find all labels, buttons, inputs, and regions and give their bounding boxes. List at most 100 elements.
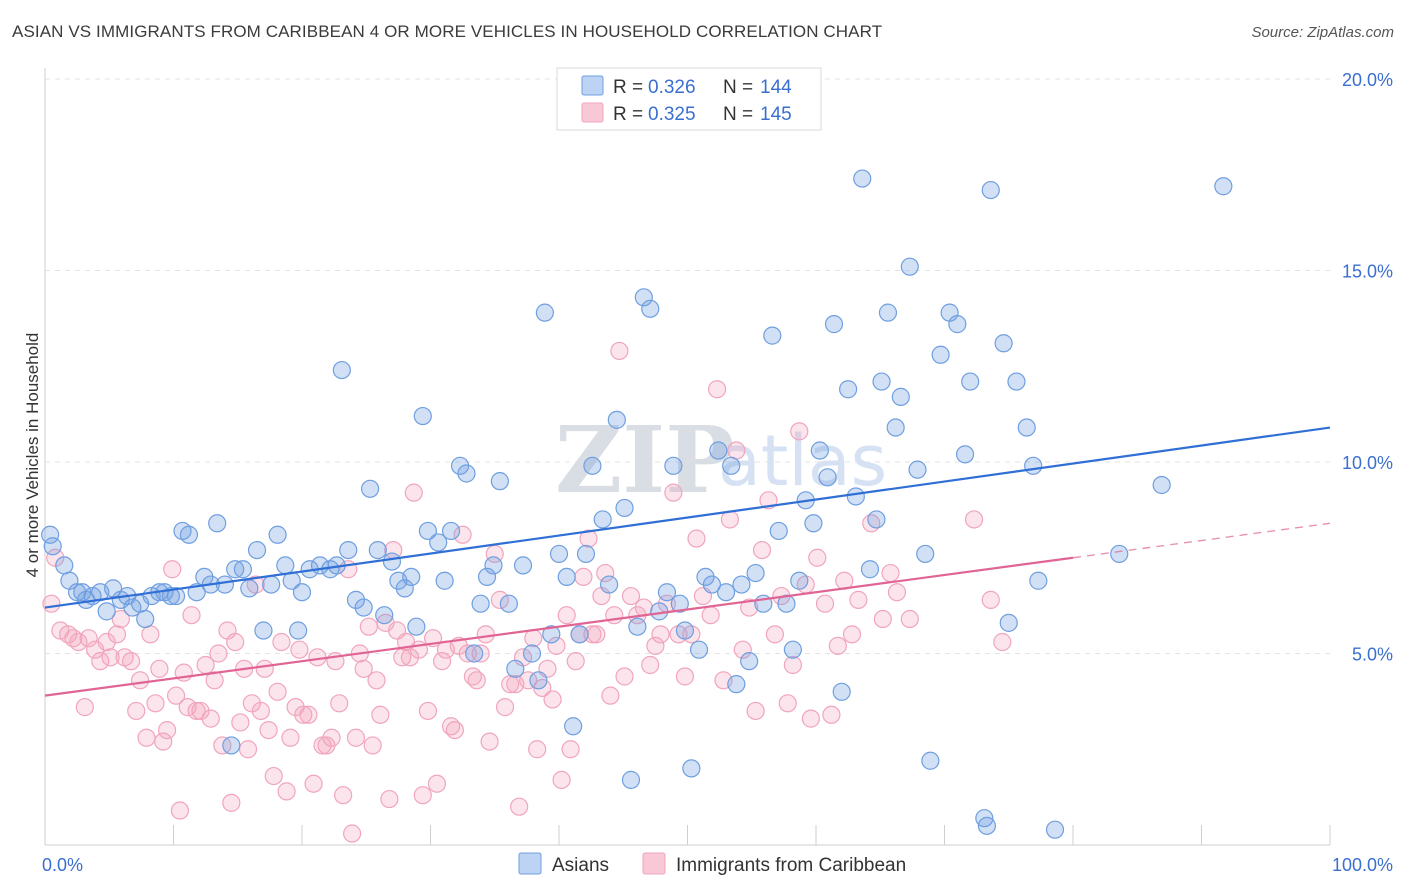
caribbean-point <box>664 483 683 502</box>
asian-point <box>513 556 533 575</box>
caribbean-point <box>42 594 61 613</box>
asian-point <box>332 360 351 380</box>
x-tick-label-1: 100.0% <box>1332 855 1393 875</box>
asian-point <box>477 567 497 587</box>
caribbean-point <box>707 380 727 399</box>
asian-point <box>522 644 542 663</box>
caribbean-point <box>641 655 660 675</box>
caribbean-point <box>170 801 190 820</box>
caribbean-point <box>495 698 515 717</box>
y-tick-labels: 5.0% 10.0% 15.0% 20.0% <box>1342 70 1393 665</box>
caribbean-point <box>561 740 580 759</box>
asian-point <box>746 563 765 583</box>
asian-trend-line <box>44 426 1331 609</box>
asian-point <box>361 479 380 498</box>
asian-point <box>716 583 736 602</box>
caribbean-point <box>272 632 291 652</box>
caribbean-point <box>733 640 752 659</box>
asian-point <box>994 334 1013 353</box>
asian-point <box>382 552 402 571</box>
asian-point <box>641 299 660 318</box>
caribbean-point <box>107 625 127 644</box>
caribbean-point <box>121 652 141 671</box>
caribbean-point <box>79 629 98 648</box>
caribbean-point <box>557 606 576 625</box>
asian-point <box>839 380 858 399</box>
caribbean-point <box>231 713 250 732</box>
asian-point <box>872 372 891 391</box>
asian-point <box>375 606 394 625</box>
caribbean-point <box>201 709 220 728</box>
source-credit: Source: ZipAtlas.com <box>1251 24 1394 41</box>
caribbean-point <box>294 705 313 724</box>
caribbean-point <box>524 629 543 648</box>
legend-n-value-asian: 144 <box>760 77 792 98</box>
caribbean-point <box>574 567 593 587</box>
caribbean-point <box>334 786 353 805</box>
asian-point <box>262 575 281 594</box>
legend-n-label-carib: N = <box>723 104 753 125</box>
asian-point <box>886 418 905 437</box>
caribbean-point <box>993 632 1012 652</box>
legend-n-value-carib: 145 <box>760 104 792 125</box>
asian-point <box>233 560 252 579</box>
caribbean-point <box>281 728 300 747</box>
asian-point <box>418 521 438 541</box>
caribbean-point <box>981 590 1000 609</box>
asian-point <box>484 556 503 575</box>
asian-point <box>732 575 751 594</box>
asian-point <box>564 717 583 736</box>
caribbean-point <box>808 548 827 567</box>
asian-point <box>832 682 851 701</box>
asian-point <box>276 556 295 575</box>
caribbean-point <box>543 690 562 709</box>
caribbean-point <box>801 709 820 728</box>
caribbean-point <box>367 671 386 690</box>
caribbean-point <box>226 632 245 652</box>
caribbean-point <box>111 609 130 629</box>
caribbean-point <box>547 636 566 655</box>
asian-point <box>499 594 518 613</box>
caribbean-point <box>371 705 390 724</box>
legend-swatch-asian <box>581 75 604 96</box>
legend-n-label-asian: N = <box>723 77 753 98</box>
bottom-legend-asian: Asians <box>552 855 609 876</box>
caribbean-point <box>432 652 452 671</box>
caribbean-point <box>471 644 490 663</box>
caribbean-point <box>552 770 571 789</box>
caribbean-point <box>137 728 156 747</box>
asian-point <box>43 537 62 556</box>
caribbean-point <box>290 640 309 659</box>
asian-point <box>1024 456 1043 475</box>
asian-point <box>226 560 245 579</box>
asian-point <box>413 406 432 426</box>
caribbean-point <box>900 609 919 629</box>
caribbean-point <box>157 720 177 740</box>
caribbean-point <box>873 609 892 629</box>
caribbean-point <box>264 766 283 786</box>
caribbean-point <box>154 732 173 751</box>
asian-point <box>136 609 155 629</box>
caribbean-point <box>587 625 606 644</box>
caribbean-point <box>380 789 399 809</box>
asian-point <box>769 521 788 541</box>
asian-point <box>657 583 677 602</box>
caribbean-point <box>610 341 629 361</box>
asian-point <box>557 567 576 587</box>
asian-point <box>549 544 569 564</box>
caribbean-point <box>363 736 382 755</box>
asian-point <box>891 387 910 406</box>
caribbean-point <box>778 694 797 713</box>
watermark-zip: ZIP <box>555 406 734 514</box>
asian-point <box>860 560 880 579</box>
asian-point <box>955 445 975 464</box>
asian-point <box>981 180 1000 200</box>
caribbean-point <box>842 625 862 644</box>
caribbean-point <box>354 659 373 678</box>
asian-point <box>576 544 596 564</box>
y-tick-label-2: 15.0% <box>1342 262 1393 282</box>
asian-point <box>804 514 823 533</box>
caribbean-point <box>127 701 146 721</box>
asian-point <box>621 770 641 789</box>
